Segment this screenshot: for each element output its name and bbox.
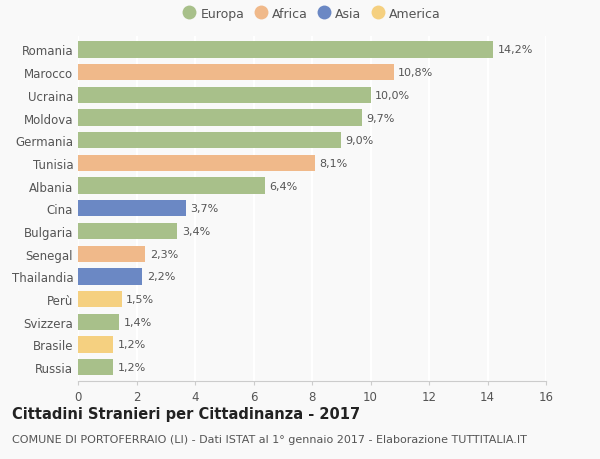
Text: Cittadini Stranieri per Cittadinanza - 2017: Cittadini Stranieri per Cittadinanza - 2… <box>12 406 360 421</box>
Text: 2,2%: 2,2% <box>147 272 175 282</box>
Text: 1,2%: 1,2% <box>118 340 146 350</box>
Text: 3,4%: 3,4% <box>182 226 210 236</box>
Bar <box>78 359 113 375</box>
Text: 14,2%: 14,2% <box>498 45 533 55</box>
Text: 1,4%: 1,4% <box>124 317 152 327</box>
Bar <box>78 269 142 285</box>
Bar <box>78 336 113 353</box>
Text: 1,5%: 1,5% <box>126 294 154 304</box>
Text: 8,1%: 8,1% <box>319 158 347 168</box>
Bar <box>78 110 362 126</box>
Text: 9,7%: 9,7% <box>366 113 394 123</box>
Text: 2,3%: 2,3% <box>149 249 178 259</box>
Bar <box>78 224 178 240</box>
Bar <box>78 42 493 58</box>
Text: COMUNE DI PORTOFERRAIO (LI) - Dati ISTAT al 1° gennaio 2017 - Elaborazione TUTTI: COMUNE DI PORTOFERRAIO (LI) - Dati ISTAT… <box>12 434 527 444</box>
Bar <box>78 314 119 330</box>
Bar <box>78 178 265 194</box>
Bar <box>78 156 315 172</box>
Bar <box>78 65 394 81</box>
Bar <box>78 246 145 262</box>
Bar <box>78 133 341 149</box>
Bar <box>78 201 186 217</box>
Text: 1,2%: 1,2% <box>118 363 146 372</box>
Text: 6,4%: 6,4% <box>269 181 298 191</box>
Bar <box>78 291 122 308</box>
Text: 9,0%: 9,0% <box>346 136 374 146</box>
Bar <box>78 88 371 104</box>
Text: 10,0%: 10,0% <box>375 90 410 101</box>
Text: 3,7%: 3,7% <box>191 204 219 214</box>
Text: 10,8%: 10,8% <box>398 68 434 78</box>
Legend: Europa, Africa, Asia, America: Europa, Africa, Asia, America <box>178 3 446 26</box>
